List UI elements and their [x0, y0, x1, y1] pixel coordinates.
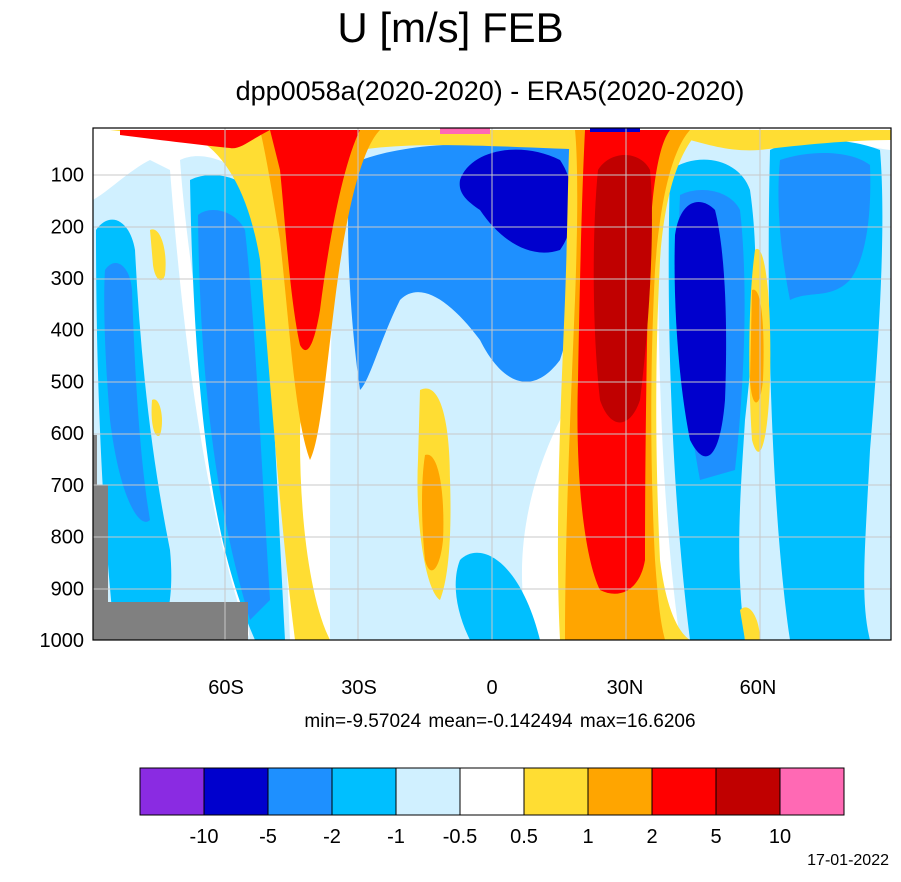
- y-tick-label: 900: [51, 578, 84, 600]
- chart-subtitle: dpp0058a(2020-2020) - ERA5(2020-2020): [235, 76, 745, 106]
- x-tick-label: 60S: [208, 677, 244, 699]
- colorbar-swatch: [779, 767, 845, 816]
- x-tick-label: 0: [486, 677, 497, 699]
- y-tick-label: 200: [51, 216, 84, 238]
- colorbar-level-label: 0.5: [510, 826, 538, 848]
- colorbar-swatch: [523, 767, 589, 816]
- y-tick-label: 1000: [40, 630, 85, 652]
- colorbar-level-label: -0.5: [443, 826, 477, 848]
- y-tick-label: 700: [51, 475, 84, 497]
- x-axis-ticks: 60S 30S 0 30N 60N: [208, 677, 776, 699]
- colorbar-swatch: [587, 767, 653, 816]
- y-tick-label: 400: [51, 320, 84, 342]
- colorbar-swatch: [715, 767, 781, 816]
- colorbar-labels: -10 -5 -2 -1 -0.5 0.5 1 2 5 10: [190, 826, 792, 848]
- plot-frame: [92, 127, 892, 641]
- grid-lines: [93, 128, 891, 640]
- colorbar-swatch: [139, 767, 205, 816]
- y-tick-label: 600: [51, 423, 84, 445]
- colorbar-level-label: -1: [387, 826, 405, 848]
- colorbar-swatch: [203, 767, 269, 816]
- y-tick-label: 800: [51, 527, 84, 549]
- colorbar-level-label: -2: [323, 826, 341, 848]
- x-tick-label: 60N: [740, 677, 777, 699]
- colorbar-level-label: 2: [646, 826, 657, 848]
- colorbar-level-label: -10: [190, 826, 219, 848]
- y-tick-label: 300: [51, 268, 84, 290]
- statistics-line: min=-9.57024 mean=-0.142494 max=16.6206: [304, 711, 696, 732]
- colorbar-swatch: [331, 767, 397, 816]
- colorbar-swatch: [395, 767, 461, 816]
- colorbar-swatch: [459, 767, 525, 816]
- date-stamp: 17-01-2022: [807, 852, 889, 869]
- colorbar-swatch: [267, 767, 333, 816]
- colorbar-level-label: 1: [582, 826, 593, 848]
- chart-title: U [m/s] FEB: [337, 4, 564, 51]
- colorbar: [139, 767, 845, 816]
- x-tick-label: 30N: [607, 677, 644, 699]
- contour-field: [93, 128, 891, 640]
- colorbar-level-label: -5: [259, 826, 277, 848]
- colorbar-level-label: 10: [769, 826, 791, 848]
- y-axis-ticks: 100 200 300 400 500 600 700 800 900 1000: [40, 165, 85, 652]
- colorbar-swatch: [651, 767, 717, 816]
- y-tick-label: 500: [51, 371, 84, 393]
- colorbar-level-label: 5: [710, 826, 721, 848]
- y-tick-label: 100: [51, 165, 84, 187]
- x-tick-label: 30S: [341, 677, 377, 699]
